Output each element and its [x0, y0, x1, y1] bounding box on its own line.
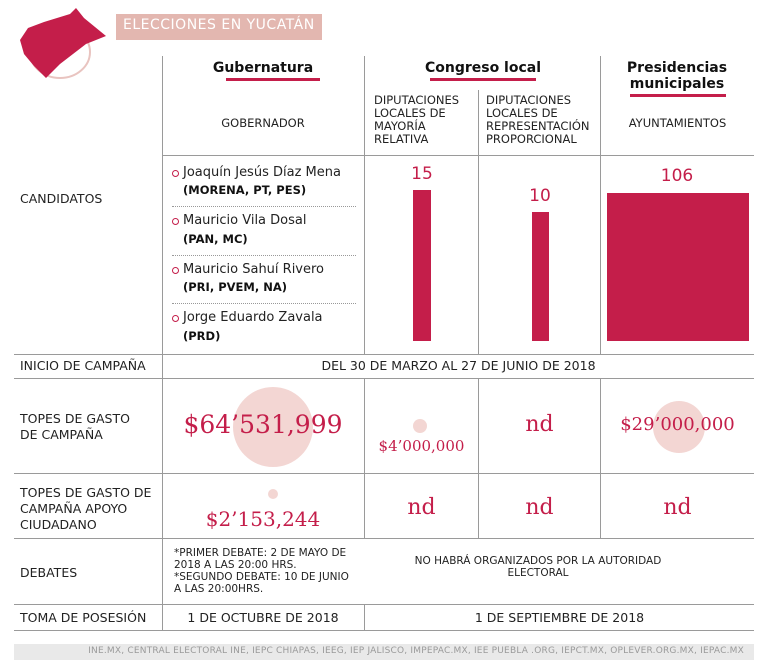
debates-resto: NO HABRÁ ORGANIZADOS POR LA AUTORIDAD EL…	[414, 555, 662, 579]
subheader-ayuntamientos: AYUNTAMIENTOS	[628, 116, 727, 130]
toma-resto: 1 DE SEPTIEMBRE DE 2018	[474, 610, 645, 625]
grid-line	[364, 56, 365, 354]
candidate-party: (MORENA, PT, PES)	[183, 183, 307, 197]
grid-line	[162, 155, 754, 156]
count-ayuntamientos: 106	[660, 166, 694, 186]
count-mayoria-relativa: 15	[411, 164, 433, 184]
separator	[172, 303, 356, 304]
bullet-icon	[172, 267, 179, 274]
topes-ayuntamientos: $29’000,000	[620, 414, 735, 435]
grid-line	[364, 604, 365, 630]
header-underline	[226, 78, 320, 81]
topes-mayoria-relativa: $4’000,000	[378, 437, 465, 455]
grid-line	[478, 90, 479, 354]
candidate-name: Jorge Eduardo Zavala	[183, 310, 323, 325]
source-bar	[14, 644, 754, 660]
topes-apoyo-gubernatura: $2’153,244	[205, 507, 321, 531]
subheader-gobernador: GOBERNADOR	[221, 116, 305, 130]
debates-gubernatura: *PRIMER DEBATE: 2 DE MAYO DE 2018 A LAS …	[174, 547, 349, 595]
separator	[172, 255, 356, 256]
grid-line	[14, 604, 754, 605]
grid-line	[600, 56, 601, 354]
separator	[172, 206, 356, 207]
topes-gubernatura: $64’531,999	[183, 410, 343, 439]
topes-representacion-proporcional: nd	[525, 412, 554, 437]
count-representacion-proporcional: 10	[529, 186, 551, 206]
candidate-party: (PRI, PVEM, NA)	[183, 280, 287, 294]
bubble-gubernatura	[233, 387, 313, 467]
candidate-name: Mauricio Vila Dosal	[183, 213, 307, 228]
row-label-toma: TOMA DE POSESIÓN	[20, 610, 147, 625]
grid-line	[478, 378, 479, 538]
candidate-party: (PRD)	[183, 329, 221, 343]
grid-line	[14, 630, 754, 631]
grid-line	[364, 378, 365, 538]
candidate-name: Mauricio Sahuí Rivero	[183, 262, 325, 277]
column-header-presidencias: Presidencias municipales	[626, 60, 728, 92]
inicio-campana-value: DEL 30 DE MARZO AL 27 DE JUNIO DE 2018	[321, 358, 596, 373]
row-label-candidatos: CANDIDATOS	[20, 191, 103, 206]
bubble-apoyo-gubernatura	[268, 489, 278, 499]
candidate-party: (PAN, MC)	[183, 232, 248, 246]
header-underline	[430, 78, 536, 81]
topes-apoyo-representacion-proporcional: nd	[525, 495, 554, 520]
bubble-ayuntamientos	[653, 401, 705, 453]
yucatan-map-logo	[20, 8, 106, 79]
column-header-gubernatura: Gubernatura	[212, 60, 314, 76]
row-label-inicio: INICIO DE CAMPAÑA	[20, 358, 146, 373]
row-label-debates: DEBATES	[20, 565, 78, 580]
subheader-mayoria-relativa: DIPUTACIONES LOCALES DE MAYORÍA RELATIVA	[374, 93, 460, 146]
bar-mayoria-relativa	[413, 190, 431, 341]
bullet-icon	[172, 218, 179, 225]
grid-line	[14, 473, 754, 474]
toma-gubernatura: 1 DE OCTUBRE DE 2018	[187, 610, 339, 625]
source-text: INE.MX, CENTRAL ELECTORAL INE, IEPC CHIA…	[88, 646, 744, 656]
bar-ayuntamientos	[607, 193, 749, 341]
grid-line	[14, 354, 754, 355]
grid-line	[162, 56, 163, 630]
topes-apoyo-ayuntamientos: nd	[663, 495, 692, 520]
page-title: ELECCIONES EN YUCATÁN	[116, 14, 322, 40]
bubble-mayoria-relativa	[413, 419, 427, 433]
grid-line	[14, 538, 754, 539]
row-label-topes-apoyo: TOPES DE GASTO DE CAMPAÑA APOYO CIUDADAN…	[20, 485, 152, 532]
row-label-topes: TOPES DE GASTO DE CAMPAÑA	[20, 411, 130, 442]
bullet-icon	[172, 170, 179, 177]
column-header-congreso: Congreso local	[424, 60, 542, 76]
candidate-name: Joaquín Jesús Díaz Mena	[183, 165, 341, 180]
grid-line	[600, 378, 601, 538]
grid-line	[14, 378, 754, 379]
header-underline	[630, 94, 726, 97]
topes-apoyo-mayoria-relativa: nd	[407, 495, 436, 520]
subheader-representacion-proporcional: DIPUTACIONES LOCALES DE REPRESENTACIÓN P…	[486, 93, 590, 146]
bullet-icon	[172, 315, 179, 322]
bar-representacion-proporcional	[532, 212, 549, 341]
